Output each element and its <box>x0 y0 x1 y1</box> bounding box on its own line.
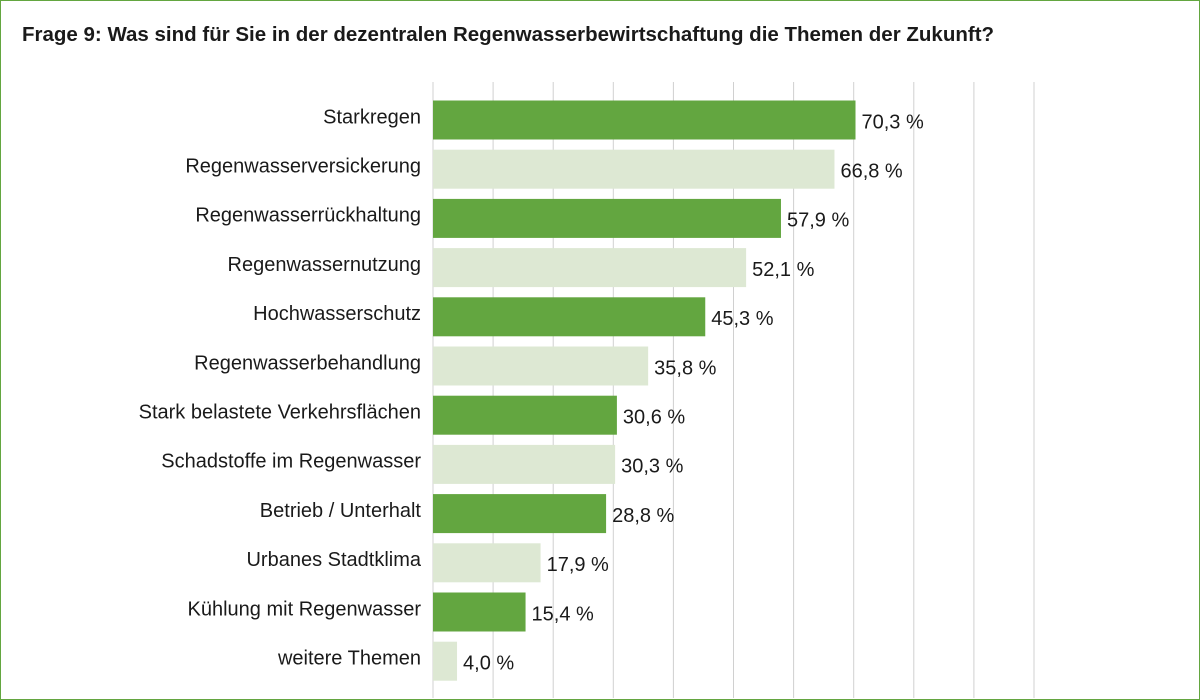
bar-6 <box>433 346 649 386</box>
category-labels: Starkregen Regenwasserversickerung Regenwa… <box>139 106 422 669</box>
value-label: 52,1 % <box>752 259 814 281</box>
bar-11 <box>433 592 526 632</box>
category-label: Hochwasserschutz <box>253 303 421 325</box>
category-label: Stark belastete Verkehrsflächen <box>139 401 421 423</box>
category-label: Regenwasserrückhaltung <box>195 205 421 227</box>
bar-9 <box>433 494 607 534</box>
category-label: Kühlung mit Regenwasser <box>188 598 422 620</box>
value-label: 30,6 % <box>623 406 685 428</box>
category-label: Urbanes Stadtklima <box>246 549 421 571</box>
value-label: 30,3 % <box>621 456 683 478</box>
value-label: 35,8 % <box>654 357 716 379</box>
value-label: 66,8 % <box>840 160 902 182</box>
bar-10 <box>433 543 541 583</box>
bars <box>433 100 856 681</box>
category-label: Regenwassernutzung <box>228 254 421 276</box>
value-labels: 70,3 % 66,8 % 57,9 % 52,1 % 45,3 % 35,8 % 30,6… <box>463 111 924 674</box>
value-label: 57,9 % <box>787 210 849 232</box>
bar-12 <box>433 641 458 681</box>
bar-5 <box>433 297 706 337</box>
value-label: 70,3 % <box>862 111 924 133</box>
bar-2 <box>433 149 835 189</box>
category-label: weitere Themen <box>277 647 421 669</box>
bar-4 <box>433 248 747 288</box>
category-label: Schadstoffe im Regenwasser <box>161 451 421 473</box>
category-label: Regenwasserbehandlung <box>194 352 421 374</box>
bar-8 <box>433 444 616 484</box>
category-label: Betrieb / Unterhalt <box>260 500 422 522</box>
category-label: Regenwasserversickerung <box>185 155 421 177</box>
category-label: Starkregen <box>323 106 421 128</box>
chart-title: Frage 9: Was sind für Sie in der dezentr… <box>22 23 995 46</box>
value-label: 15,4 % <box>532 603 594 625</box>
bar-7 <box>433 395 617 435</box>
value-label: 45,3 % <box>711 308 773 330</box>
value-label: 17,9 % <box>547 554 609 576</box>
bar-1 <box>433 100 856 140</box>
value-label: 4,0 % <box>463 652 514 674</box>
bar-3 <box>433 198 781 238</box>
value-label: 28,8 % <box>612 505 674 527</box>
